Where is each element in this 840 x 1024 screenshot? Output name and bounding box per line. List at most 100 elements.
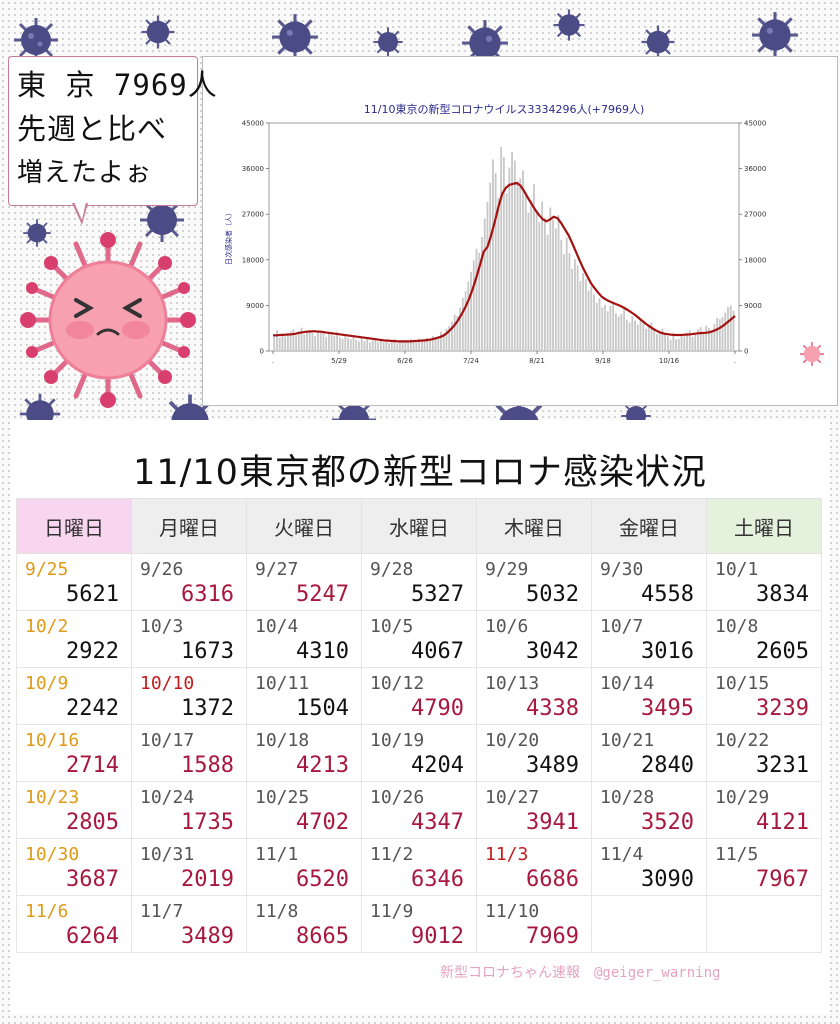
bar bbox=[554, 228, 557, 351]
bar bbox=[576, 265, 579, 351]
calendar-day-cell: 10/9 2242 bbox=[16, 667, 132, 725]
bar bbox=[344, 335, 347, 351]
y-tick-label-right: 36000 bbox=[744, 165, 766, 173]
calendar-day-cell bbox=[591, 895, 707, 953]
bar bbox=[322, 332, 325, 351]
day-date: 10/29 bbox=[715, 787, 770, 808]
bar bbox=[401, 342, 404, 351]
bar bbox=[568, 253, 571, 351]
bar bbox=[319, 330, 322, 351]
bar bbox=[560, 240, 563, 351]
bar bbox=[295, 335, 298, 351]
calendar-day-cell: 10/14 3495 bbox=[591, 667, 707, 725]
bubble-line-2: 先週と比べ bbox=[17, 112, 168, 146]
y-axis-label: 日次感染者（人） bbox=[224, 209, 233, 265]
day-case-count: 4067 bbox=[411, 639, 464, 664]
day-date: 9/28 bbox=[370, 559, 414, 580]
day-case-count: 3941 bbox=[526, 810, 579, 835]
calendar-day-cell: 10/25 4702 bbox=[246, 781, 362, 839]
bar bbox=[584, 279, 587, 351]
day-date: 10/2 bbox=[25, 616, 69, 637]
weekday-header-row: 日曜日 月曜日 火曜日 水曜日 木曜日 金曜日 土曜日 bbox=[16, 498, 822, 554]
day-date: 9/29 bbox=[485, 559, 529, 580]
bar bbox=[347, 337, 349, 351]
bar bbox=[628, 322, 631, 351]
bar bbox=[574, 259, 576, 351]
bar bbox=[642, 322, 645, 351]
chart-title: 11/10東京の新型コロナウイルス3334296人(+7969人) bbox=[364, 102, 644, 116]
bar bbox=[489, 182, 492, 351]
bar bbox=[609, 305, 612, 351]
bar bbox=[431, 335, 434, 351]
bar bbox=[459, 307, 462, 351]
bar bbox=[519, 178, 522, 351]
day-date: 10/11 bbox=[255, 673, 310, 694]
bar bbox=[516, 181, 519, 351]
bar bbox=[631, 316, 634, 351]
bar bbox=[374, 338, 377, 351]
bar bbox=[732, 310, 735, 351]
day-date: 10/19 bbox=[370, 730, 425, 751]
calendar-day-cell: 11/6 6264 bbox=[16, 895, 132, 953]
day-case-count: 7969 bbox=[526, 924, 579, 949]
bar bbox=[502, 156, 505, 351]
day-case-count: 5032 bbox=[526, 582, 579, 607]
bar bbox=[472, 260, 475, 351]
calendar-day-cell: 10/6 3042 bbox=[476, 610, 592, 668]
calendar-day-cell: 10/19 4204 bbox=[361, 724, 477, 782]
calendar-day-cell: 9/28 5327 bbox=[361, 553, 477, 611]
bar bbox=[543, 217, 546, 351]
day-date: 10/8 bbox=[715, 616, 759, 637]
bar bbox=[645, 328, 647, 351]
bar bbox=[276, 330, 278, 351]
virus-icon bbox=[641, 25, 675, 59]
day-case-count: 1588 bbox=[181, 753, 234, 778]
calendar-day-cell: 10/29 4121 bbox=[706, 781, 822, 839]
bar bbox=[675, 339, 677, 351]
bar bbox=[303, 334, 306, 351]
bar bbox=[593, 294, 595, 351]
bar bbox=[407, 342, 410, 351]
bar bbox=[442, 334, 445, 351]
bar bbox=[289, 331, 292, 351]
bar bbox=[281, 332, 284, 351]
calendar-day-cell: 10/16 2714 bbox=[16, 724, 132, 782]
bubble-line-3: 増えたよぉ bbox=[17, 158, 153, 188]
bar bbox=[311, 333, 314, 351]
day-case-count: 1673 bbox=[181, 639, 234, 664]
bar bbox=[636, 324, 639, 351]
day-case-count: 4310 bbox=[296, 639, 349, 664]
day-date: 10/7 bbox=[600, 616, 644, 637]
virus-icon bbox=[140, 198, 184, 242]
day-date: 11/9 bbox=[370, 901, 414, 922]
bar bbox=[691, 336, 694, 351]
bar bbox=[393, 339, 396, 351]
bar bbox=[341, 338, 344, 351]
day-date: 10/26 bbox=[370, 787, 425, 808]
day-date: 10/4 bbox=[255, 616, 299, 637]
day-date: 11/6 bbox=[25, 901, 69, 922]
calendar-day-cell: 10/23 2805 bbox=[16, 781, 132, 839]
day-case-count: 4790 bbox=[411, 696, 464, 721]
bar bbox=[623, 307, 626, 351]
day-case-count: 4702 bbox=[296, 810, 349, 835]
day-case-count: 7967 bbox=[756, 867, 809, 892]
calendar-day-cell: 10/30 3687 bbox=[16, 838, 132, 896]
calendar-day-cell: 11/9 9012 bbox=[361, 895, 477, 953]
calendar-week-row: 10/9 2242 10/10 1372 10/11 1504 10/12 4790 10/13… bbox=[16, 667, 822, 725]
day-case-count: 5621 bbox=[66, 582, 119, 607]
weekly-calendar-table: 日曜日 月曜日 火曜日 水曜日 木曜日 金曜日 土曜日 9/25 5621 9/26… bbox=[16, 498, 822, 953]
day-date: 10/14 bbox=[600, 673, 655, 694]
calendar-day-cell: 9/29 5032 bbox=[476, 553, 592, 611]
y-tick-label-right: 27000 bbox=[744, 211, 766, 219]
day-date: 10/6 bbox=[485, 616, 529, 637]
y-tick-label-left: 9000 bbox=[246, 302, 264, 310]
weekday-header: 土曜日 bbox=[706, 498, 822, 554]
speech-bubble: 東 京 7969人 先週と比べ 増えたよぉ bbox=[8, 56, 217, 206]
bar bbox=[549, 207, 552, 351]
virus-icon bbox=[553, 9, 585, 41]
bar bbox=[587, 290, 590, 351]
day-case-count: 4347 bbox=[411, 810, 464, 835]
bar bbox=[598, 298, 601, 351]
bar bbox=[360, 337, 363, 351]
